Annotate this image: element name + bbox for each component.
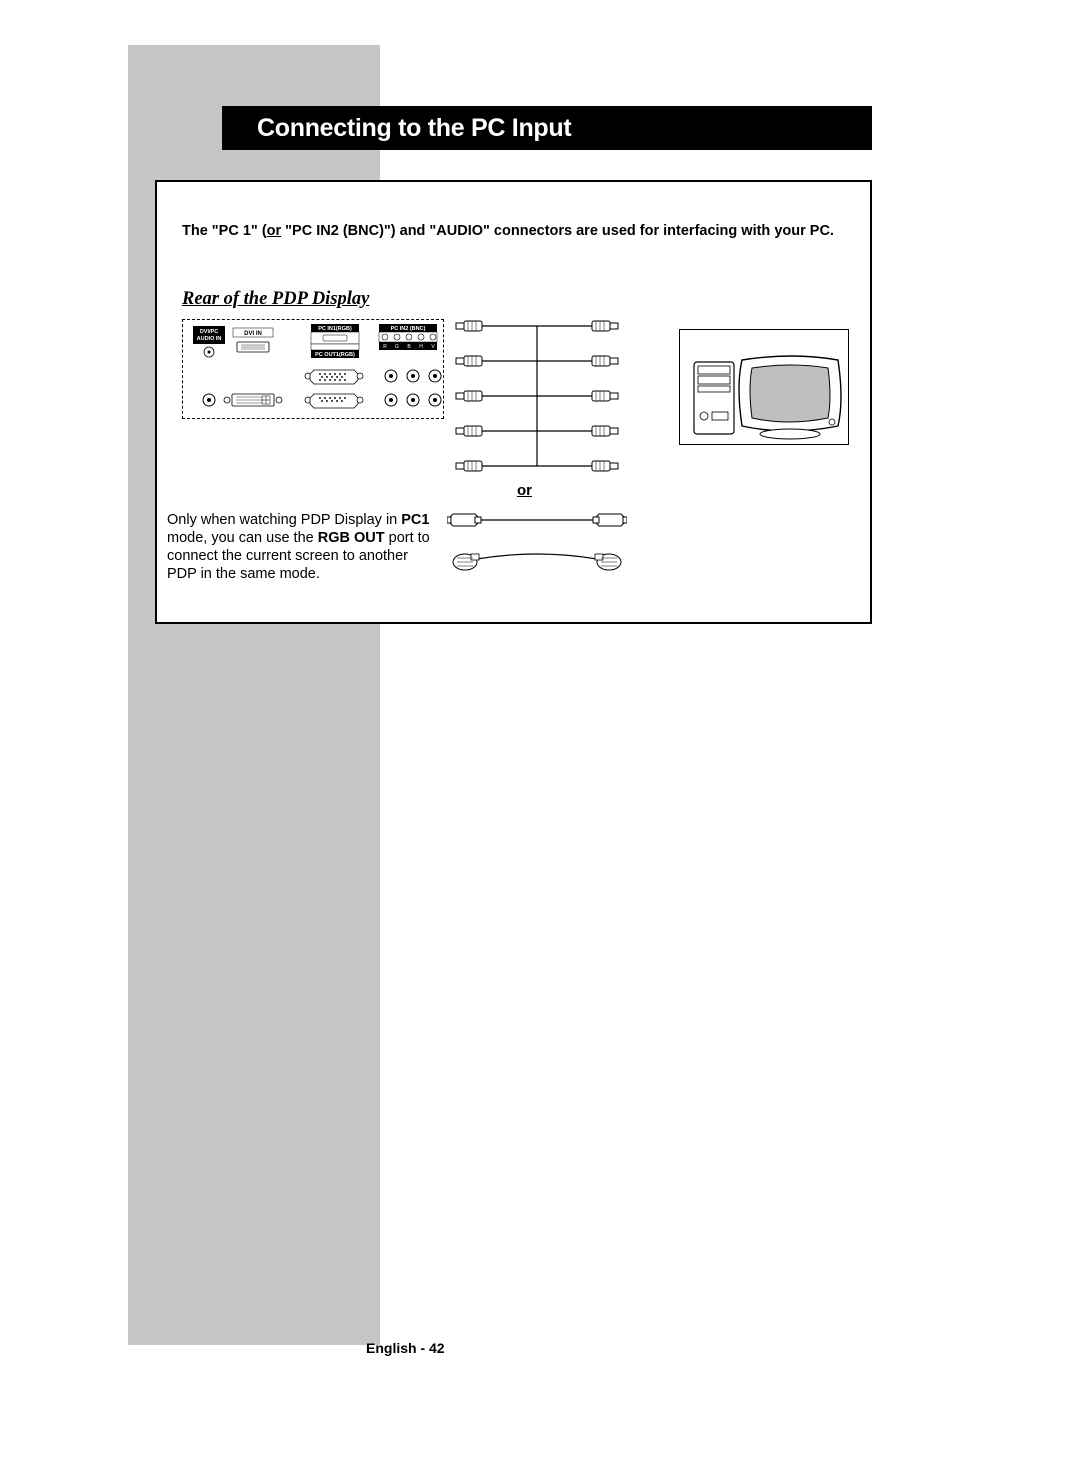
pc-box — [679, 329, 849, 445]
note-l2b: port to — [385, 530, 430, 546]
section-label: Rear of the PDP Display — [182, 289, 369, 310]
audio-cable-diagram — [447, 544, 627, 574]
intro-pre: The "PC 1" ( — [182, 223, 267, 239]
svg-text:AUDIO IN: AUDIO IN — [197, 336, 222, 342]
or-label: or — [517, 482, 532, 499]
vga-cable-diagram — [447, 510, 627, 530]
intro-or: or — [267, 223, 282, 239]
page-footer: English - 42 — [366, 1340, 445, 1356]
note-rgbout: RGB OUT — [318, 530, 385, 546]
note-l3: connect the current screen to another — [167, 548, 408, 564]
bnc-cable-diagram — [452, 316, 622, 474]
note-pc1: PC1 — [401, 512, 429, 528]
note-l4: PDP in the same mode. — [167, 566, 320, 582]
svg-text:H: H — [419, 344, 423, 350]
main-content-box: The "PC 1" (or "PC IN2 (BNC)") and "AUDI… — [155, 180, 872, 624]
title-bar: Connecting to the PC Input — [222, 106, 872, 150]
svg-text:PC OUT1(RGB): PC OUT1(RGB) — [315, 352, 355, 358]
intro-text: The "PC 1" (or "PC IN2 (BNC)") and "AUDI… — [182, 222, 850, 242]
svg-text:DVI IN: DVI IN — [244, 331, 262, 337]
svg-text:PC IN2 (BNC): PC IN2 (BNC) — [391, 326, 426, 332]
note-l2a: mode, you can use the — [167, 530, 318, 546]
rear-panel-diagram: DVI/PC AUDIO IN DVI IN PC IN1(RGB) PC OU… — [182, 319, 444, 419]
page-title: Connecting to the PC Input — [257, 114, 571, 143]
svg-text:R: R — [383, 344, 387, 350]
note-l1a: Only when watching PDP Display in — [167, 512, 401, 528]
svg-text:PC IN1(RGB): PC IN1(RGB) — [318, 326, 352, 332]
svg-text:G: G — [395, 344, 399, 350]
note-text: Only when watching PDP Display in PC1 mo… — [167, 511, 431, 584]
svg-text:DVI/PC: DVI/PC — [200, 329, 218, 335]
intro-post: "PC IN2 (BNC)") and "AUDIO" connectors a… — [281, 223, 834, 239]
